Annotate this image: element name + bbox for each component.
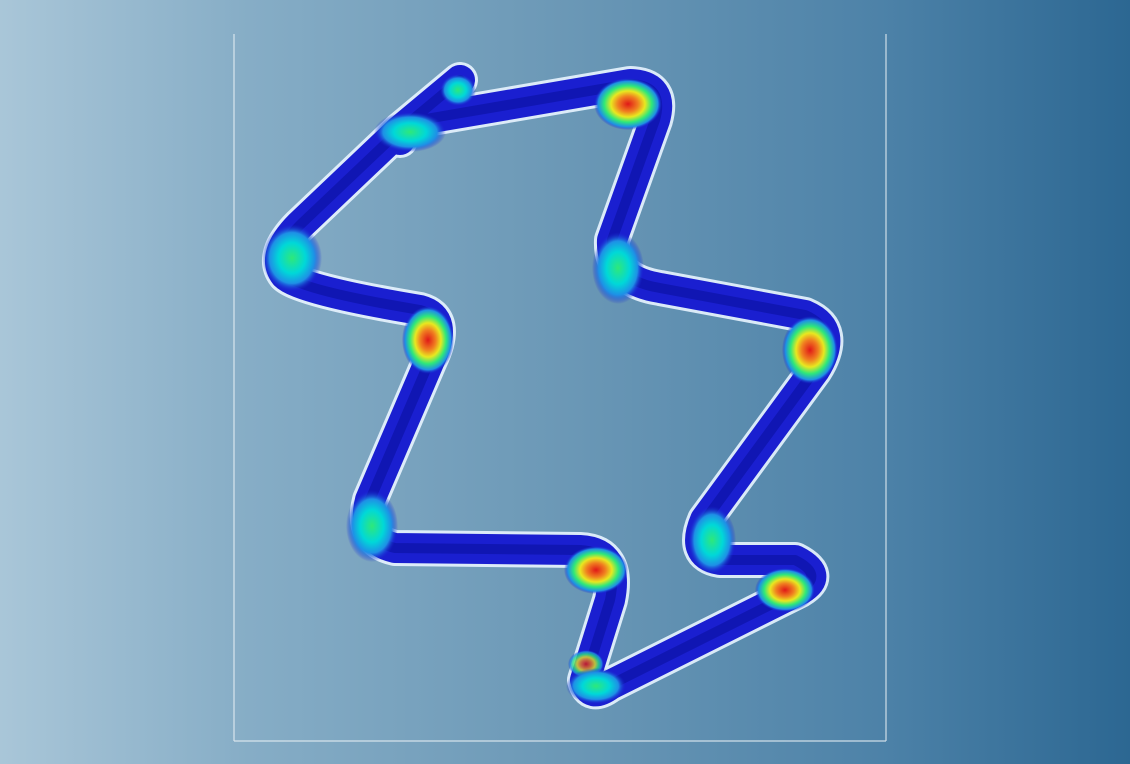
warmspot-inner-right xyxy=(592,232,644,304)
hotspot-bottom-right xyxy=(755,568,815,612)
warmspot-lower-left xyxy=(346,490,398,562)
hotspot-top-right xyxy=(594,78,662,130)
stress-contours xyxy=(262,74,838,704)
hotspot-mid-left xyxy=(402,306,454,374)
stent-strut xyxy=(262,62,844,710)
warmspot-upper-left xyxy=(374,112,446,152)
warmspot-bottom xyxy=(566,668,626,704)
warmspot-top-tip xyxy=(440,74,476,106)
hotspot-bottom-center xyxy=(564,546,628,594)
viewport-frame xyxy=(233,34,887,742)
hotspot-mid-right xyxy=(782,316,838,384)
warmspot-left-bend xyxy=(262,224,322,292)
warmspot-right-lower xyxy=(688,506,736,574)
